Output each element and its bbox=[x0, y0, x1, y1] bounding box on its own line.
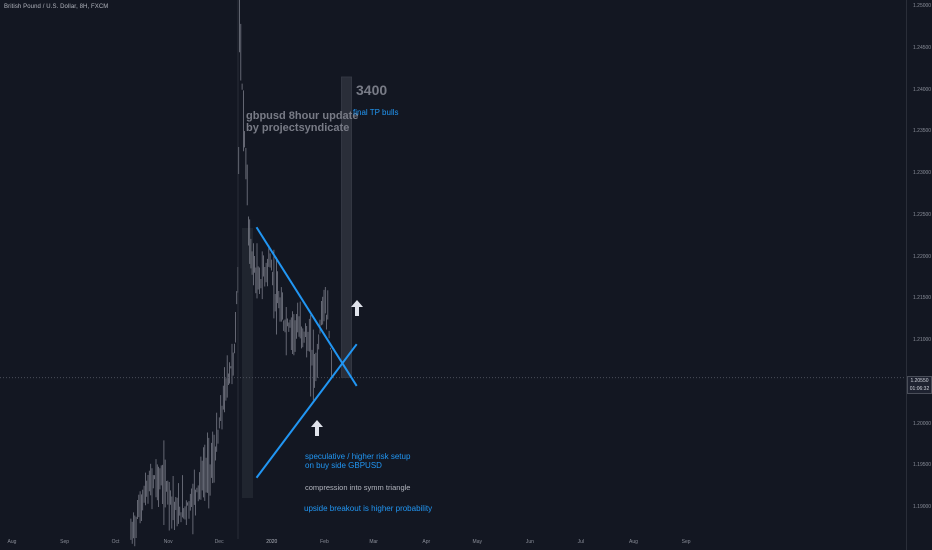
price-tick-label: 1.21000 bbox=[913, 337, 932, 343]
time-tick-label: Dec bbox=[214, 539, 224, 545]
speculative-line-1: speculative / higher risk setup bbox=[305, 452, 411, 461]
time-tick-label: Nov bbox=[163, 539, 173, 545]
up-arrow-icon bbox=[311, 420, 323, 436]
price-tick-label: 1.23000 bbox=[913, 170, 932, 176]
speculative-line-2: on buy side GBPUSD bbox=[305, 461, 382, 470]
time-tick-label: Oct bbox=[111, 539, 120, 545]
time-tick-label: May bbox=[472, 539, 482, 545]
price-tick-label: 1.19500 bbox=[913, 462, 932, 469]
speculative-setup-text[interactable]: speculative / higher risk setup on buy s… bbox=[305, 452, 410, 470]
range-highlight bbox=[242, 228, 253, 498]
time-tick-label: Jul bbox=[577, 539, 585, 545]
time-tick-label: Sep bbox=[681, 539, 691, 545]
current-price-tag: 1.20550 01:06:32 bbox=[907, 375, 932, 394]
title-line-1: gbpusd 8hour update bbox=[246, 110, 359, 122]
final-tp-text[interactable]: final TP bulls bbox=[353, 108, 399, 117]
price-tick-label: 1.22500 bbox=[913, 211, 932, 218]
price-tick-label: 1.19000 bbox=[913, 504, 932, 510]
price-tick-label: 1.23500 bbox=[913, 128, 932, 135]
price-tick-label: 1.24500 bbox=[913, 44, 932, 51]
breakout-text[interactable]: upside breakout is higher probability bbox=[304, 504, 433, 513]
ascending-trendline[interactable] bbox=[255, 343, 358, 479]
time-tick-label: Sep bbox=[60, 539, 70, 545]
descending-trendline[interactable] bbox=[255, 226, 358, 387]
price-tick-label: 1.22000 bbox=[913, 253, 932, 260]
time-tick-label: Aug bbox=[7, 539, 17, 545]
symbol-label: British Pound / U.S. Dollar, 8H, FXCM bbox=[4, 4, 109, 10]
price-tick-label: 1.25000 bbox=[913, 3, 932, 9]
compression-text[interactable]: compression into symm triangle bbox=[305, 483, 411, 492]
time-tick-label: Apr bbox=[422, 539, 431, 545]
chart-title-annotation[interactable]: gbpusd 8hour update by projectsyndicate bbox=[246, 110, 358, 134]
price-tick-label: 1.24000 bbox=[913, 86, 932, 93]
time-tick-label: Jun bbox=[525, 539, 534, 545]
price-axis[interactable]: 1.25000 1.24500 1.24000 1.23500 1.23000 1.225… bbox=[906, 0, 932, 550]
title-line-2: by projectsyndicate bbox=[246, 122, 350, 134]
time-tick-label: Feb bbox=[320, 539, 329, 545]
price-tick-label: 1.20000 bbox=[913, 420, 932, 427]
arrow-markers bbox=[311, 300, 363, 436]
price-series bbox=[130, 0, 333, 547]
target-value-text[interactable]: 3400 bbox=[356, 82, 388, 98]
bar-countdown: 01:06:32 bbox=[909, 385, 930, 392]
target-zone-box bbox=[341, 76, 352, 378]
time-tick-label: Aug bbox=[629, 539, 638, 545]
up-arrow-icon bbox=[351, 300, 363, 316]
price-tick-label: 1.21500 bbox=[913, 295, 932, 302]
time-tick-label: Mar bbox=[369, 539, 378, 545]
current-price-value: 1.20550 bbox=[910, 377, 929, 384]
time-tick-label: 2020 bbox=[266, 539, 278, 545]
